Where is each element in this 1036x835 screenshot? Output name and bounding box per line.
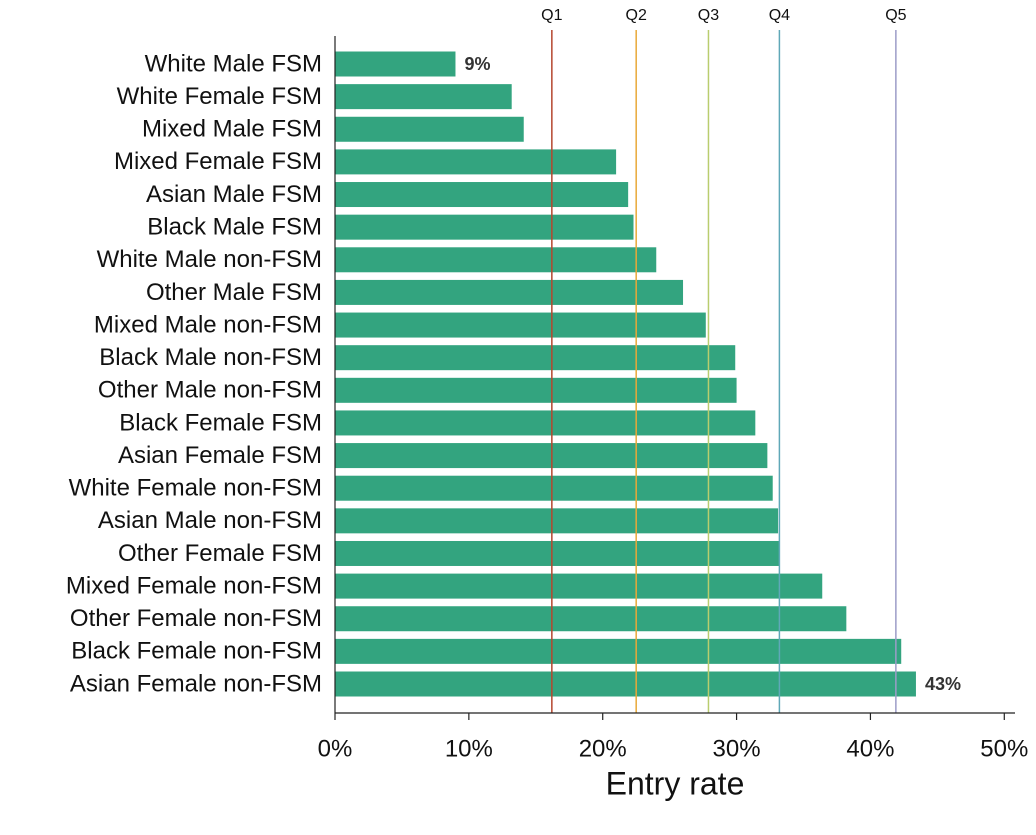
category-label: Black Male FSM (147, 214, 322, 241)
bar (335, 377, 737, 403)
bar (335, 51, 456, 77)
bar (335, 508, 779, 534)
category-label: Mixed Female non-FSM (66, 572, 322, 599)
category-label: Other Female FSM (118, 540, 322, 567)
category-label: White Male FSM (145, 50, 322, 77)
x-axis-label: Entry rate (606, 765, 745, 801)
category-label: Asian Female non-FSM (70, 670, 322, 697)
bar (335, 247, 657, 273)
reference-label: Q5 (885, 7, 906, 24)
category-label: White Male non-FSM (97, 246, 322, 273)
value-label: 43% (925, 674, 961, 694)
reference-label: Q1 (541, 7, 562, 24)
bar (335, 312, 706, 338)
reference-label: Q2 (626, 7, 647, 24)
category-label: Black Female non-FSM (71, 638, 322, 665)
bar (335, 638, 902, 664)
category-label: White Female non-FSM (69, 475, 322, 502)
bar (335, 214, 634, 240)
bar (335, 182, 629, 208)
bar (335, 671, 916, 697)
category-label: Black Female FSM (119, 409, 322, 436)
category-label: Other Male non-FSM (98, 377, 322, 404)
value-label: 9% (464, 54, 490, 74)
x-tick-label: 0% (318, 735, 353, 762)
category-label: Asian Female FSM (118, 442, 322, 469)
x-tick-label: 30% (713, 735, 761, 762)
bar (335, 116, 524, 142)
bar (335, 149, 617, 175)
category-label: Asian Male FSM (146, 181, 322, 208)
bar (335, 540, 780, 566)
bar (335, 345, 736, 371)
category-label: Other Female non-FSM (70, 605, 322, 632)
category-label: Mixed Female FSM (114, 148, 322, 175)
bar (335, 606, 847, 632)
x-tick-label: 20% (579, 735, 627, 762)
bar (335, 410, 756, 436)
x-tick-label: 40% (846, 735, 894, 762)
x-tick-label: 50% (980, 735, 1028, 762)
category-label: White Female FSM (117, 83, 322, 110)
category-label: Asian Male non-FSM (98, 507, 322, 534)
category-label: Black Male non-FSM (99, 344, 322, 371)
bar (335, 279, 684, 305)
x-tick-label: 10% (445, 735, 493, 762)
category-label: Mixed Male non-FSM (94, 311, 322, 338)
bar (335, 573, 823, 599)
category-label: Other Male FSM (146, 279, 322, 306)
category-label: Mixed Male FSM (142, 116, 322, 143)
bar (335, 475, 773, 501)
reference-label: Q4 (769, 7, 790, 24)
reference-label: Q3 (698, 7, 719, 24)
bar (335, 84, 512, 110)
